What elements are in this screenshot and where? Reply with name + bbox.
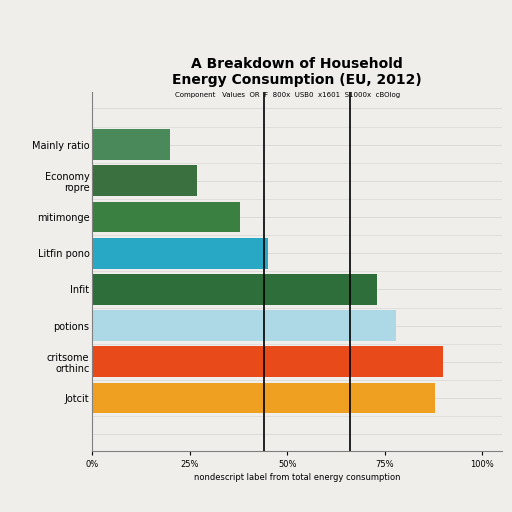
Text: Component   Values  OR  F  800x  USB0  x1601  S1000x  cBOlog: Component Values OR F 800x USB0 x1601 S1… bbox=[175, 92, 400, 98]
Bar bbox=[92, 382, 435, 414]
Bar bbox=[92, 165, 198, 196]
Bar bbox=[92, 347, 443, 377]
Bar bbox=[92, 310, 396, 341]
X-axis label: nondescript label from total energy consumption: nondescript label from total energy cons… bbox=[194, 473, 400, 482]
Title: A Breakdown of Household
Energy Consumption (EU, 2012): A Breakdown of Household Energy Consumpt… bbox=[172, 57, 422, 87]
Bar bbox=[92, 274, 377, 305]
Bar bbox=[92, 238, 268, 269]
Bar bbox=[92, 129, 170, 160]
Bar bbox=[92, 202, 241, 232]
